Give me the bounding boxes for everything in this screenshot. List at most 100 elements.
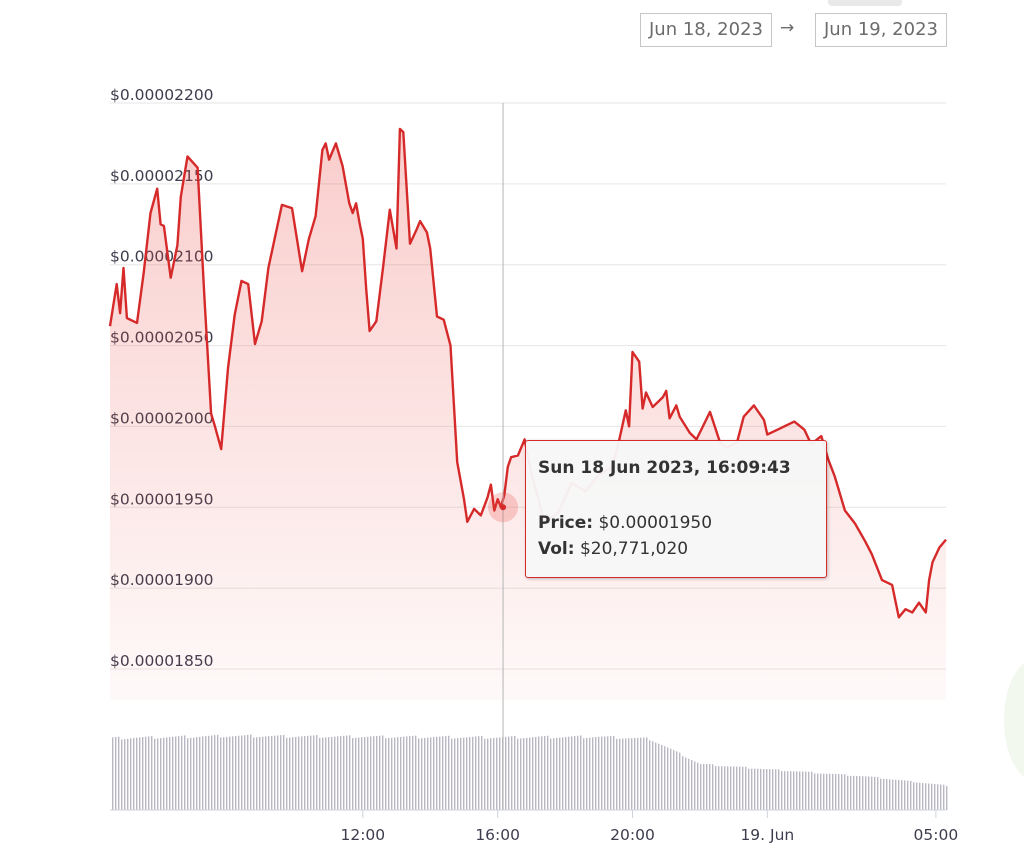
volume-bar — [466, 737, 468, 810]
volume-bar — [589, 737, 591, 810]
volume-bar — [907, 780, 909, 810]
volume-bar — [436, 736, 438, 810]
volume-bar — [400, 736, 402, 810]
volume-bar — [763, 768, 765, 810]
volume-bar — [796, 771, 798, 810]
volume-bar — [493, 738, 495, 810]
tooltip-vol-label: Vol: — [538, 539, 575, 559]
volume-bar — [775, 769, 777, 810]
volume-bar — [616, 738, 618, 810]
volume-bar — [679, 752, 681, 810]
volume-bar — [388, 738, 390, 810]
volume-bar — [265, 736, 267, 810]
x-tick-label: 05:00 — [914, 826, 959, 844]
volume-bar — [685, 757, 687, 810]
volume-bar — [244, 735, 246, 810]
volume-bar — [790, 771, 792, 810]
volume-bar — [823, 773, 825, 810]
volume-bar — [445, 736, 447, 810]
volume-bar — [220, 737, 222, 810]
volume-bar — [568, 736, 570, 810]
volume-bar — [580, 735, 582, 810]
volume-bar — [565, 736, 567, 810]
volume-bar — [208, 735, 210, 810]
volume-bar — [769, 769, 771, 810]
volume-bar — [349, 735, 351, 810]
volume-bar — [151, 736, 153, 810]
volume-bar — [550, 738, 552, 810]
side-widget-edge — [1004, 660, 1024, 780]
volume-bar — [166, 737, 168, 810]
volume-bar — [385, 738, 387, 810]
volume-bar — [604, 736, 606, 810]
volume-bar — [130, 738, 132, 810]
volume-bar — [313, 735, 315, 810]
start-date-input[interactable]: Jun 18, 2023 — [640, 13, 772, 47]
volume-bar — [886, 779, 888, 810]
volume-bar — [454, 738, 456, 810]
x-axis: 12:00 16:00 20:00 19. Jun 05:00 — [340, 810, 958, 844]
volume-bar — [640, 737, 642, 810]
volume-bar — [643, 737, 645, 810]
end-date-input[interactable]: Jun 19, 2023 — [815, 13, 947, 47]
volume-bar — [646, 737, 648, 810]
volume-bar — [514, 735, 516, 810]
volume-bar — [361, 737, 363, 810]
volume-bar — [931, 783, 933, 810]
volume-bar — [283, 734, 285, 810]
volume-bar — [214, 735, 216, 810]
volume-bar — [148, 736, 150, 810]
volume-bar — [475, 736, 477, 810]
volume-bar — [943, 784, 945, 810]
volume-bar — [754, 768, 756, 810]
volume-bar — [124, 739, 126, 810]
tooltip-volume: Vol: $20,771,020 — [538, 539, 688, 559]
volume-bar — [871, 776, 873, 810]
volume-bar — [742, 766, 744, 810]
volume-bar — [268, 736, 270, 810]
volume-bar — [457, 738, 459, 810]
volume-bar — [862, 776, 864, 810]
volume-bar — [814, 773, 816, 810]
volume-bar — [607, 736, 609, 810]
volume-bar — [262, 736, 264, 810]
volume-bar — [292, 737, 294, 810]
volume-bar — [598, 736, 600, 810]
volume-bar — [340, 736, 342, 810]
volume-bar — [910, 780, 912, 810]
volume-bar — [403, 736, 405, 810]
volume-bar — [139, 737, 141, 810]
volume-bar — [670, 748, 672, 810]
volume-bar — [439, 736, 441, 810]
volume-bar — [613, 735, 615, 810]
top-tab[interactable] — [828, 0, 902, 6]
volume-bar — [202, 736, 204, 810]
volume-bar — [676, 751, 678, 810]
volume-bar — [850, 775, 852, 810]
volume-bar — [319, 737, 321, 810]
volume-bar — [874, 776, 876, 810]
volume-bar — [853, 775, 855, 810]
volume-bar — [433, 737, 435, 810]
volume-bar — [334, 736, 336, 810]
volume-bar — [520, 738, 522, 810]
volume-bar — [925, 783, 927, 810]
volume-bar — [427, 737, 429, 810]
volume-bar — [631, 738, 633, 810]
volume-bar — [904, 780, 906, 810]
volume-bar — [526, 737, 528, 810]
volume-bar — [682, 756, 684, 810]
volume-bar — [172, 736, 174, 810]
volume-bar — [583, 738, 585, 810]
price-line — [108, 127, 947, 619]
volume-bar — [586, 737, 588, 810]
volume-bar — [880, 778, 882, 810]
volume-bar — [688, 758, 690, 810]
volume-bar — [160, 738, 162, 810]
volume-bar — [508, 736, 510, 810]
volume-bar — [421, 738, 423, 810]
volume-bar — [241, 735, 243, 810]
volume-bar — [136, 737, 138, 810]
volume-bar — [271, 735, 273, 810]
